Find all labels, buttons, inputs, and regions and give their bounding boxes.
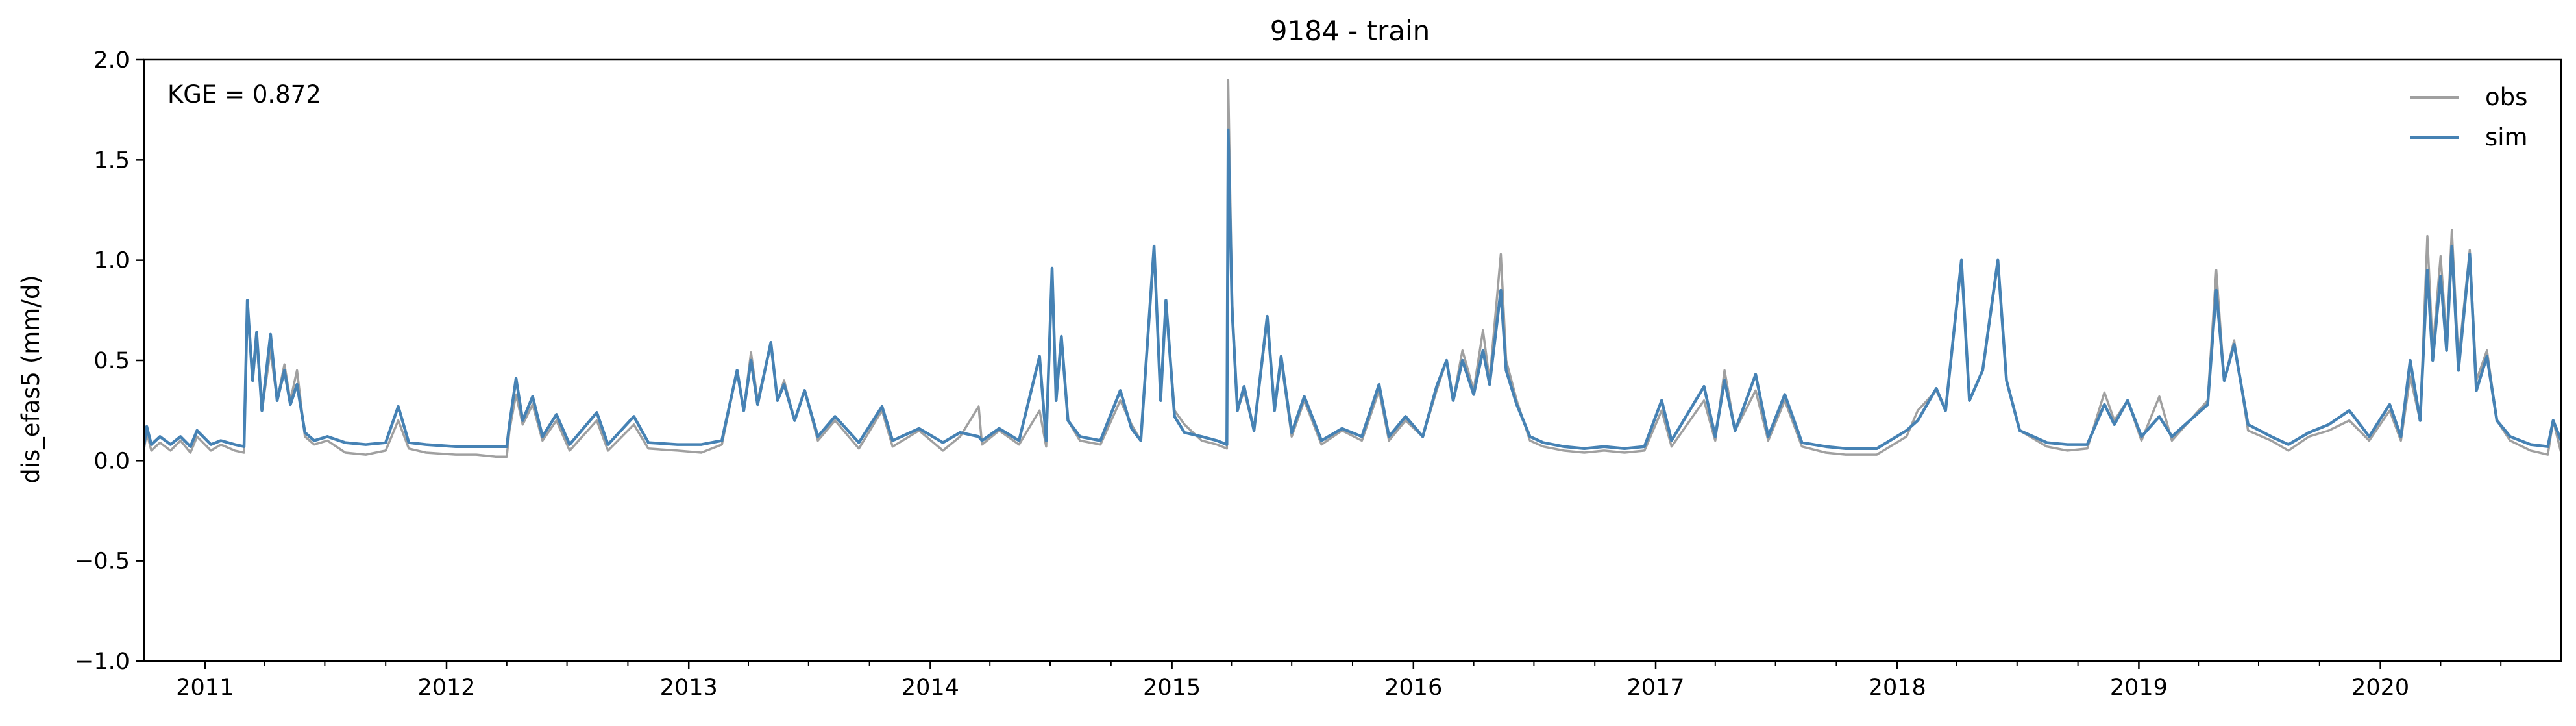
y-tick-label: 0.5	[93, 348, 130, 374]
x-tick-label: 2011	[176, 675, 234, 701]
legend-obs-label: obs	[2485, 83, 2527, 111]
chart-title: 9184 - train	[1270, 15, 1430, 47]
y-tick-label: 1.0	[93, 248, 130, 274]
y-tick-label: −0.5	[75, 549, 130, 575]
x-tick-label: 2015	[1143, 675, 1201, 701]
kge-annotation: KGE = 0.872	[167, 81, 321, 108]
x-tick-label: 2014	[902, 675, 959, 701]
x-axis: 2011 2012 2013 2014 2015 2016 2017 2018 2019 2020	[176, 661, 2502, 701]
y-tick-label: 0.0	[93, 448, 130, 474]
y-tick-label: 1.5	[93, 147, 130, 173]
y-axis: −1.0 −0.5 0.0 0.5 1.0 1.5 2.0	[75, 47, 144, 675]
series-layer	[144, 79, 2561, 458]
y-axis-label: dis_efas5 (mm/d)	[17, 275, 45, 484]
x-tick-label: 2013	[660, 675, 718, 701]
x-tick-label: 2016	[1384, 675, 1442, 701]
x-tick-label: 2018	[1869, 675, 1926, 701]
x-tick-label: 2017	[1626, 675, 1684, 701]
legend-sim-label: sim	[2485, 123, 2528, 151]
x-tick-label: 2020	[2351, 675, 2409, 701]
x-tick-label: 2019	[2110, 675, 2168, 701]
y-tick-label: −1.0	[75, 649, 130, 675]
legend: obs sim	[2410, 83, 2528, 151]
series-line-sim	[144, 128, 2561, 451]
y-tick-label: 2.0	[93, 47, 130, 73]
x-tick-label: 2012	[417, 675, 475, 701]
plot-area	[144, 79, 2561, 458]
